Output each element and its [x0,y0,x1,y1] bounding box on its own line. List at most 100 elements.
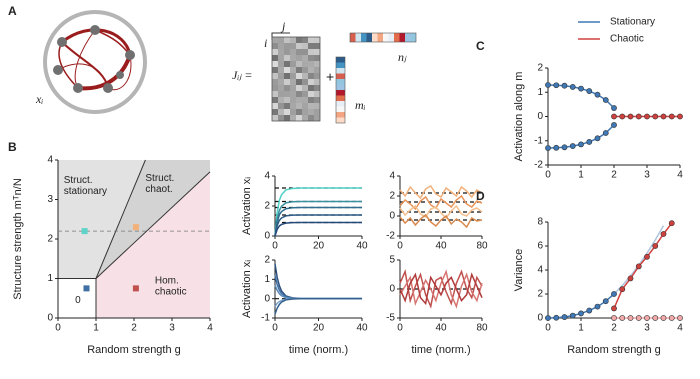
matrix-cell [296,61,302,67]
data-point [644,253,650,260]
matrix-cell [290,67,296,73]
matrix-cell [314,115,320,121]
matrix-cell [278,49,284,55]
x-tick-label: 40 [356,241,368,252]
matrix-cell [308,115,314,121]
matrix-cell [314,67,320,73]
matrix-cell [308,37,314,43]
row-index: i [264,36,267,50]
x-tick-label: 1 [578,323,584,334]
m-cell [336,84,345,90]
charts: B Struct. stationary Struct. chaot. Hom. chaot… [8,17,683,356]
n-cell [383,33,389,42]
y-axis-title: Variance [513,249,525,292]
x-tick-label: 0 [397,241,403,252]
m-vector [335,56,346,124]
matrix-cell [314,79,320,85]
y-tick-label: 8 [537,217,543,228]
matrix-cell [290,79,296,85]
data-point [611,315,617,321]
y-axis-title: Activation xᵢ [241,260,253,318]
series-line [613,225,665,295]
y-tick-label: 5 [389,255,395,266]
matrix-cell [284,61,290,67]
col-index: j [280,19,286,33]
x-tick-label: 4 [677,170,683,181]
matrix-cell [284,85,290,91]
y-tick-label: 2 [47,234,53,245]
matrix-cell [302,49,308,55]
data-point [594,135,601,142]
y-tick-label: 4 [47,155,53,166]
series-line [274,206,362,237]
m-cell [336,112,345,118]
data-point [611,291,617,297]
matrix-cell [314,103,320,109]
state-point [132,285,139,292]
matrix-cell [314,49,320,55]
matrix-cell [302,43,308,49]
x-tick-label: 40 [435,323,447,334]
matrix-cell [284,79,290,85]
x-tick-label: 1 [93,323,99,334]
data-point [594,303,601,310]
m-cell [336,101,345,107]
data-point [652,113,659,120]
data-point [611,113,617,120]
data-point [611,122,617,128]
data-point [619,286,626,293]
matrix-cell [272,115,278,121]
matrix-cell [296,43,302,49]
matrix-cell [308,43,314,49]
data-point [578,141,584,148]
x-tick-label: 40 [356,323,368,334]
n-cell [388,33,394,42]
y-tick-label: -1 [534,135,543,146]
y-tick-label: 0 [537,313,543,324]
data-point [644,113,650,120]
series-line [399,269,483,309]
x-tick-label: 3 [169,323,175,334]
n-cell [366,33,372,42]
matrix-cell [278,85,284,91]
matrix-cell [278,73,284,79]
region-label: Struct. stationary [64,174,107,196]
n-cell [361,33,367,42]
matrix-cell [314,109,320,115]
x-tick-label: 0 [545,323,551,334]
matrix-cell [296,85,302,91]
data-point [569,312,576,319]
matrix-cell [290,109,296,115]
matrix-cell [308,73,314,79]
matrix-cell [314,61,320,67]
y-tick-label: -2 [386,231,395,242]
data-point [644,315,650,321]
matrix-cell [308,91,314,97]
matrix-cell [278,115,284,121]
m-border [335,56,346,124]
data-point [611,305,617,312]
y-tick-label: 6 [537,241,543,252]
matrix-cell [314,91,320,97]
region-label: 0 [75,295,81,306]
x-tick-label: 0 [545,170,551,181]
x-tick-label: 0 [397,323,403,334]
matrix-cell [290,91,296,97]
y-tick-label: 1 [47,273,53,284]
y-tick-label: 4 [264,171,270,182]
matrix-cell [296,79,302,85]
matrix-cell [296,37,302,43]
matrix-cell [284,91,290,97]
data-point [660,113,667,120]
panel-label: C [476,39,485,53]
matrix-cell [272,85,278,91]
node-label: xᵢ [35,92,43,106]
series-line [274,187,362,237]
y-tick-label: 2 [537,63,543,74]
data-point [561,314,568,320]
data-point [553,144,560,151]
x-tick-label: 80 [476,323,488,334]
data-point [553,314,560,321]
matrix-cell [302,37,308,43]
y-axis-title: Activation xᵢ [241,177,253,235]
